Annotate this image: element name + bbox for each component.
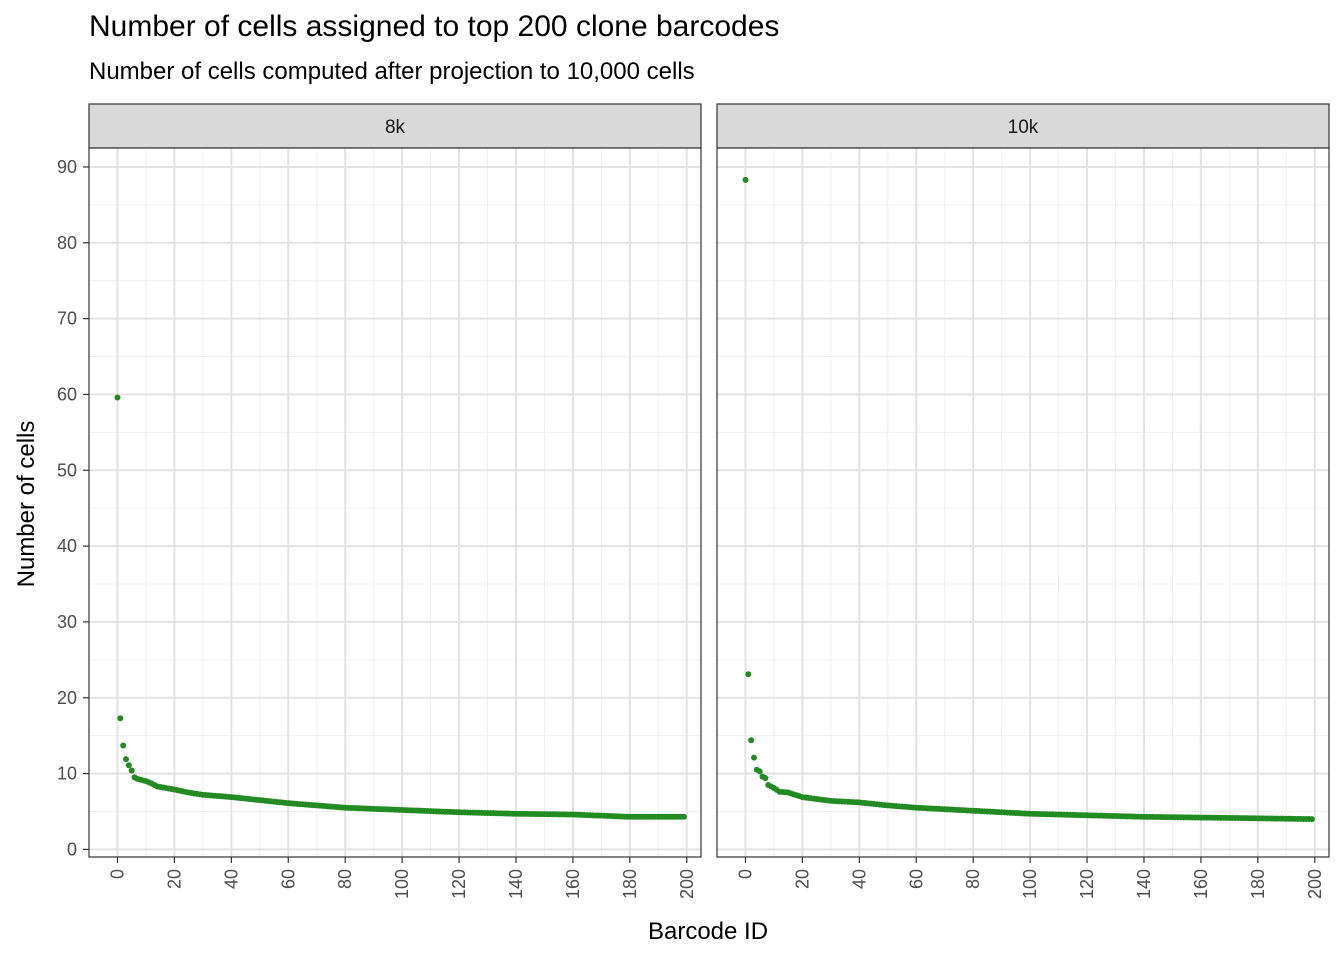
data-point bbox=[120, 742, 127, 749]
y-tick-label: 60 bbox=[57, 384, 77, 404]
x-tick-label: 0 bbox=[735, 869, 755, 879]
x-tick-label: 160 bbox=[563, 869, 583, 899]
y-tick-label: 20 bbox=[57, 688, 77, 708]
x-tick-label: 200 bbox=[1305, 869, 1325, 899]
data-point bbox=[1308, 816, 1315, 823]
facet-strip-label: 10k bbox=[1008, 117, 1039, 138]
x-tick-label: 40 bbox=[221, 869, 241, 889]
x-axis-title: Barcode ID bbox=[648, 918, 768, 945]
data-point bbox=[751, 754, 758, 761]
x-tick-label: 140 bbox=[506, 869, 526, 899]
y-tick-label: 80 bbox=[57, 233, 77, 253]
data-point bbox=[762, 775, 769, 782]
x-tick-label: 40 bbox=[849, 869, 869, 889]
data-point bbox=[128, 767, 135, 774]
x-tick-label: 200 bbox=[677, 869, 697, 899]
panel-border bbox=[716, 147, 1330, 858]
panel-background bbox=[89, 148, 701, 857]
panel-background bbox=[717, 148, 1329, 857]
data-point bbox=[117, 715, 124, 722]
panel-border bbox=[88, 147, 702, 858]
data-point bbox=[680, 813, 687, 820]
facet-strip bbox=[716, 103, 1330, 149]
x-tick-label: 120 bbox=[449, 869, 469, 899]
chart-title: Number of cells assigned to top 200 clon… bbox=[89, 10, 780, 43]
x-tick-label: 0 bbox=[107, 869, 127, 879]
data-point bbox=[756, 768, 763, 775]
x-tick-label: 20 bbox=[792, 869, 812, 889]
x-tick-label: 120 bbox=[1077, 869, 1097, 899]
x-tick-label: 80 bbox=[335, 869, 355, 889]
y-tick-label: 10 bbox=[57, 764, 77, 784]
x-tick-label: 180 bbox=[1248, 869, 1268, 899]
x-tick-label: 140 bbox=[1134, 869, 1154, 899]
y-tick-label: 70 bbox=[57, 309, 77, 329]
x-tick-label: 180 bbox=[620, 869, 640, 899]
data-point bbox=[125, 762, 132, 769]
data-point bbox=[748, 737, 755, 744]
panel-10k: 10k 0 20 40 60 80 100 120 140 160 180 200 bbox=[716, 103, 1330, 899]
data-point bbox=[745, 671, 752, 678]
y-tick-label: 50 bbox=[57, 460, 77, 480]
facet-strip-label: 8k bbox=[385, 117, 406, 138]
data-point bbox=[123, 756, 130, 763]
data-point bbox=[114, 394, 121, 401]
y-tick-label: 40 bbox=[57, 536, 77, 556]
panel-8k: 8k 0 20 40 60 80 100 120 140 160 180 200 0 10 20 30 40 50… bbox=[57, 103, 702, 899]
x-tick-label: 100 bbox=[1020, 869, 1040, 899]
y-tick-label: 90 bbox=[57, 157, 77, 177]
x-tick-label: 160 bbox=[1191, 869, 1211, 899]
y-tick-label: 0 bbox=[67, 839, 77, 859]
x-tick-label: 80 bbox=[963, 869, 983, 889]
x-tick-label: 20 bbox=[164, 869, 184, 889]
y-tick-label: 30 bbox=[57, 612, 77, 632]
data-point bbox=[742, 176, 749, 183]
y-axis-title: Number of cells bbox=[13, 421, 40, 588]
x-tick-label: 100 bbox=[392, 869, 412, 899]
x-tick-label: 60 bbox=[906, 869, 926, 889]
chart-subtitle: Number of cells computed after projectio… bbox=[89, 58, 695, 85]
x-tick-label: 60 bbox=[278, 869, 298, 889]
